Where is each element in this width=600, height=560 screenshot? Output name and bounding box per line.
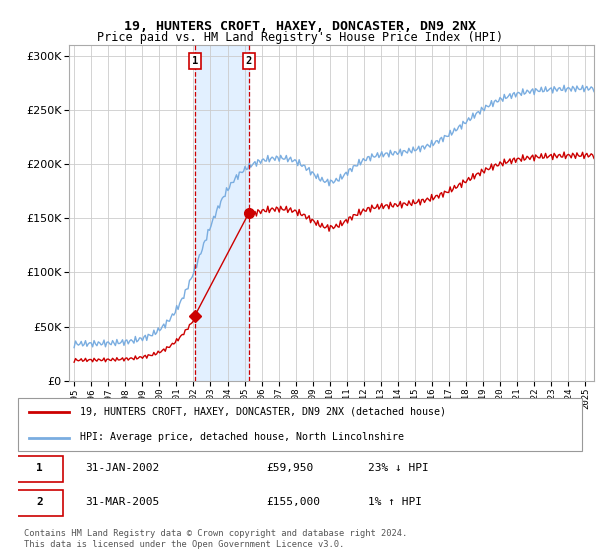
Text: 19, HUNTERS CROFT, HAXEY, DONCASTER, DN9 2NX: 19, HUNTERS CROFT, HAXEY, DONCASTER, DN9… [124,20,476,32]
Text: 2: 2 [246,56,252,66]
Text: 19, HUNTERS CROFT, HAXEY, DONCASTER, DN9 2NX (detached house): 19, HUNTERS CROFT, HAXEY, DONCASTER, DN9… [80,407,446,417]
Text: 31-JAN-2002: 31-JAN-2002 [86,463,160,473]
Text: 2: 2 [36,497,43,507]
Bar [195,45,249,381]
Text: 1% ↑ HPI: 1% ↑ HPI [368,497,422,507]
Text: Contains HM Land Registry data © Crown copyright and database right 2024.
This d: Contains HM Land Registry data © Crown c… [24,529,407,549]
FancyBboxPatch shape [15,490,63,516]
Text: Price paid vs. HM Land Registry's House Price Index (HPI): Price paid vs. HM Land Registry's House … [97,31,503,44]
Text: 31-MAR-2005: 31-MAR-2005 [86,497,160,507]
Text: 1: 1 [191,56,198,66]
Text: £59,950: £59,950 [266,463,313,473]
FancyBboxPatch shape [15,456,63,482]
FancyBboxPatch shape [18,398,582,451]
Text: 23% ↓ HPI: 23% ↓ HPI [368,463,428,473]
Text: HPI: Average price, detached house, North Lincolnshire: HPI: Average price, detached house, Nort… [80,432,404,442]
Text: £155,000: £155,000 [266,497,320,507]
Text: 1: 1 [36,463,43,473]
